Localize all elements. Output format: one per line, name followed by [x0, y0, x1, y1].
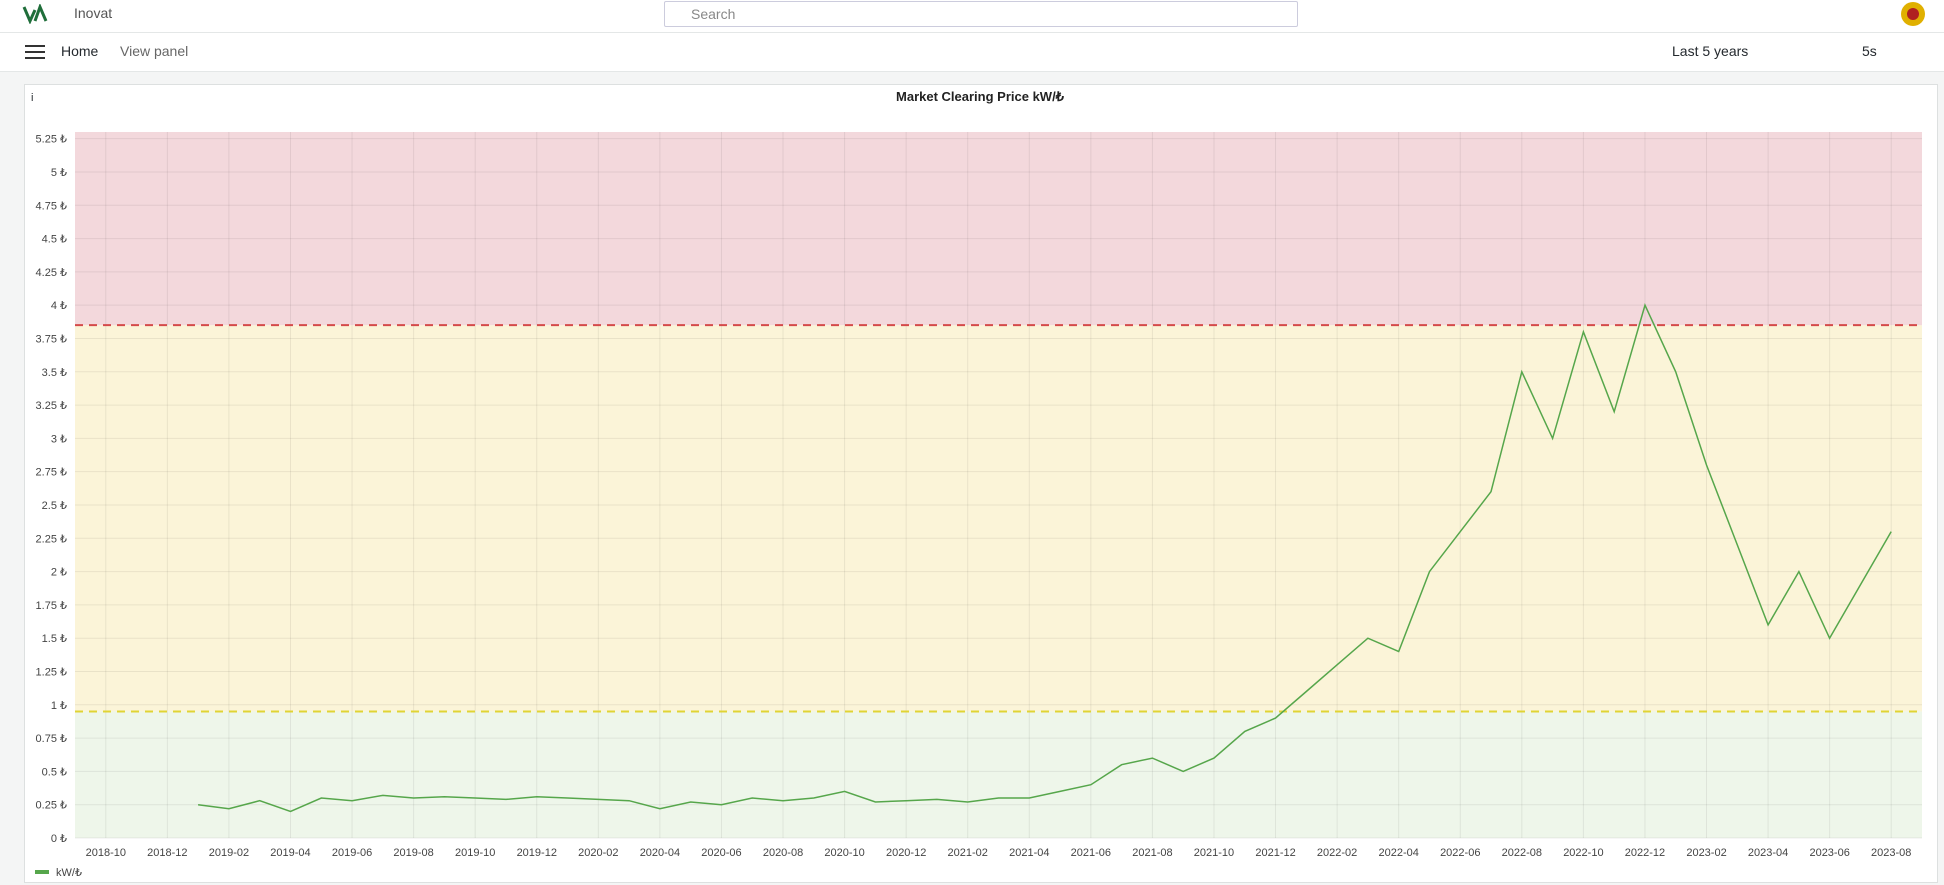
x-tick-label: 2018-12 [147, 847, 187, 859]
y-tick-label: 4.75 ₺ [36, 200, 67, 212]
y-tick-label: 1.25 ₺ [36, 666, 67, 678]
x-tick-label: 2023-08 [1871, 847, 1911, 859]
x-tick-label: 2019-12 [517, 847, 557, 859]
x-tick-label: 2021-08 [1132, 847, 1172, 859]
x-tick-label: 2021-12 [1255, 847, 1295, 859]
x-tick-label: 2019-10 [455, 847, 495, 859]
x-tick-label: 2019-06 [332, 847, 372, 859]
y-tick-label: 0.75 ₺ [36, 733, 67, 745]
y-tick-label: 4 ₺ [51, 300, 67, 312]
x-tick-label: 2020-08 [763, 847, 803, 859]
y-tick-label: 1.5 ₺ [42, 633, 67, 645]
chart: Market Clearing Price kW/₺ 0 ₺ 0.25 ₺ 0.5 … [0, 0, 1944, 885]
page: Inovat Search Home View panel Last 5 yea… [0, 0, 1944, 885]
legend-label: kW/₺ [56, 867, 82, 879]
x-tick-label: 2021-06 [1071, 847, 1111, 859]
y-tick-label: 5 ₺ [51, 167, 67, 179]
x-tick-label: 2020-06 [701, 847, 741, 859]
x-tick-label: 2020-10 [824, 847, 864, 859]
y-tick-label: 0.25 ₺ [36, 800, 67, 812]
y-tick-label: 3.5 ₺ [42, 367, 67, 379]
y-tick-label: 3.25 ₺ [36, 400, 67, 412]
x-tick-label: 2022-02 [1317, 847, 1357, 859]
x-tick-label: 2019-08 [393, 847, 433, 859]
chart-title: Market Clearing Price kW/₺ [896, 89, 1065, 104]
x-tick-label: 2021-10 [1194, 847, 1234, 859]
y-tick-label: 5.25 ₺ [36, 134, 67, 146]
x-tick-label: 2020-12 [886, 847, 926, 859]
x-tick-label: 2021-04 [1009, 847, 1049, 859]
y-tick-label: 2 ₺ [51, 567, 67, 579]
x-tick-label: 2023-02 [1686, 847, 1726, 859]
y-tick-label: 3.75 ₺ [36, 333, 67, 345]
y-tick-label: 2.5 ₺ [42, 500, 67, 512]
y-tick-label: 1.75 ₺ [36, 600, 67, 612]
y-tick-label: 0 ₺ [51, 833, 67, 845]
x-tick-label: 2023-04 [1748, 847, 1788, 859]
y-tick-label: 0.5 ₺ [42, 766, 67, 778]
y-tick-label: 2.25 ₺ [36, 533, 67, 545]
x-tick-label: 2022-08 [1502, 847, 1542, 859]
y-tick-label: 4.25 ₺ [36, 267, 67, 279]
x-tick-label: 2023-06 [1809, 847, 1849, 859]
x-tick-label: 2020-02 [578, 847, 618, 859]
y-tick-label: 4.5 ₺ [42, 234, 67, 246]
x-tick-label: 2022-12 [1625, 847, 1665, 859]
x-tick-label: 2019-02 [209, 847, 249, 859]
legend-swatch [35, 870, 49, 874]
x-tick-label: 2019-04 [270, 847, 310, 859]
x-tick-label: 2022-04 [1378, 847, 1418, 859]
y-tick-label: 2.75 ₺ [36, 467, 67, 479]
y-tick-label: 3 ₺ [51, 433, 67, 445]
x-tick-label: 2021-02 [948, 847, 988, 859]
y-tick-label: 1 ₺ [51, 700, 67, 712]
x-tick-label: 2022-06 [1440, 847, 1480, 859]
x-tick-label: 2022-10 [1563, 847, 1603, 859]
x-tick-label: 2018-10 [86, 847, 126, 859]
x-tick-label: 2020-04 [640, 847, 680, 859]
